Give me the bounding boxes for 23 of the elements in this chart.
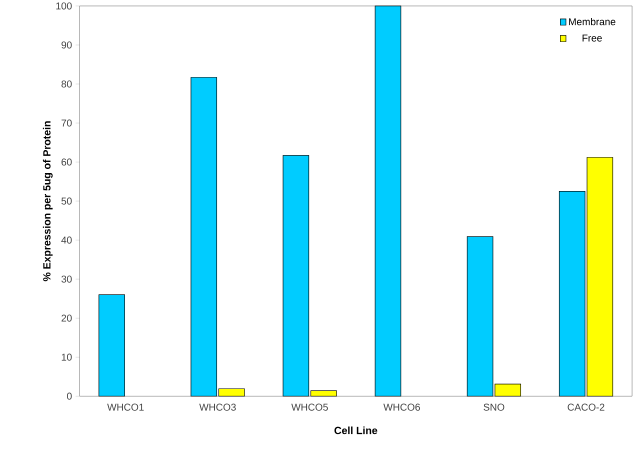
- x-tick-label: WHCO3: [199, 404, 236, 411]
- bar: [98, 294, 125, 396]
- y-tick-label: 30: [61, 276, 72, 283]
- y-tick-label: 20: [62, 314, 72, 322]
- y-tick-label: 60: [62, 158, 72, 166]
- y-tick-label: 100: [56, 2, 72, 10]
- x-tick-label: WHCO1: [107, 404, 144, 411]
- y-tick-label: 80: [62, 80, 72, 88]
- y-axis-title: % Expression per 5ug of Protein: [42, 121, 53, 282]
- y-tick-label: 0: [66, 392, 72, 400]
- x-tick-label: SNO: [484, 404, 504, 411]
- y-tick-label: 70: [62, 120, 72, 127]
- legend-label: Free: [582, 34, 602, 42]
- y-tick-label: 50: [61, 198, 72, 205]
- legend-label: Membrane: [569, 18, 616, 26]
- x-tick-label: WHCO5: [291, 404, 328, 411]
- y-tick-label: 40: [61, 236, 72, 244]
- y-tick-label: 90: [62, 42, 72, 49]
- x-tick-label: WHCO6: [383, 404, 420, 411]
- y-tick-label: 10: [62, 354, 72, 361]
- x-tick-label: CACO-2: [568, 404, 604, 411]
- x-axis-title: Cell Line: [334, 426, 378, 434]
- bar: [374, 6, 402, 396]
